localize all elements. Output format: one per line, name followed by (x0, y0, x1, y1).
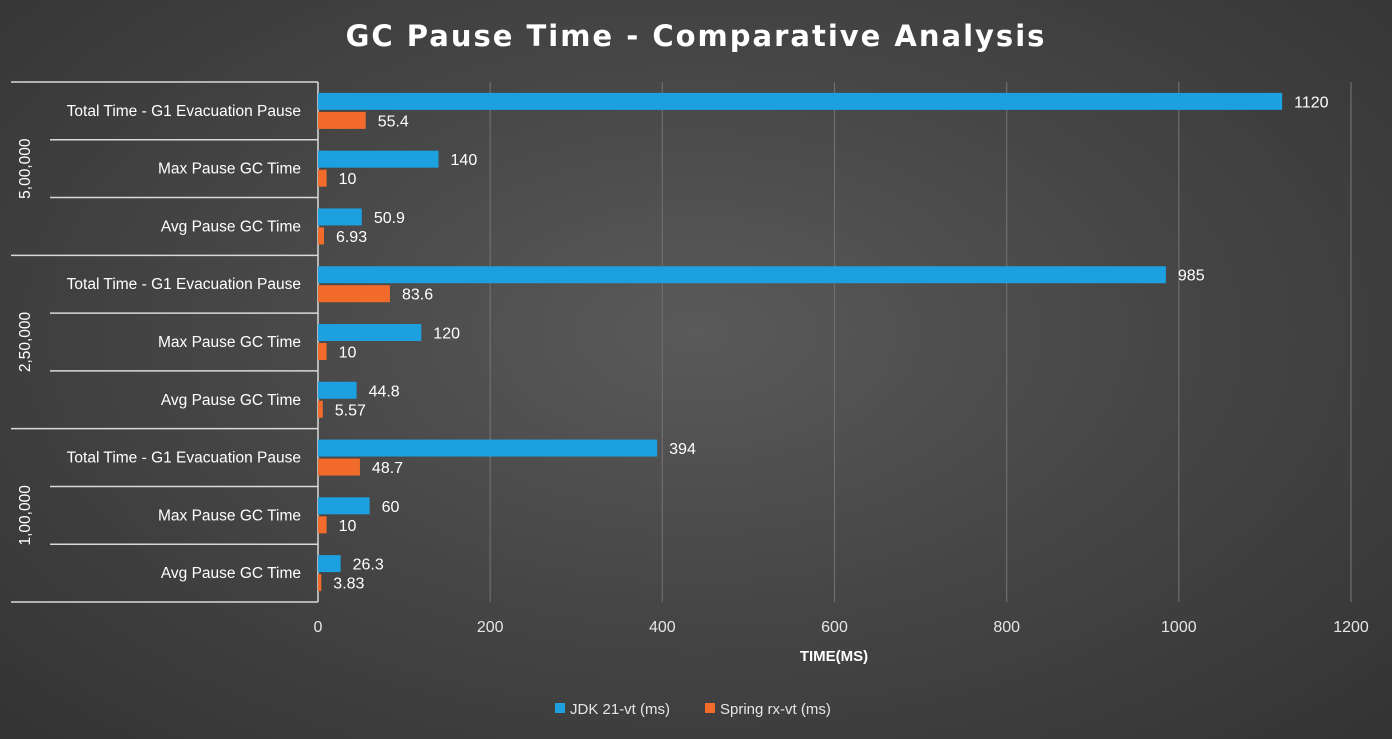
data-label: 985 (1178, 268, 1205, 285)
bar (318, 381, 357, 399)
data-label: 1120 (1294, 94, 1329, 111)
x-tick-label: 800 (993, 619, 1020, 636)
data-label: 10 (339, 171, 357, 188)
x-tick-label: 0 (314, 619, 323, 636)
data-label: 60 (382, 499, 400, 516)
data-label: 10 (339, 518, 357, 535)
legend-label: JDK 21-vt (ms) (570, 701, 670, 718)
data-label: 83.6 (402, 287, 433, 304)
category-label: Max Pause GC Time (158, 507, 301, 524)
data-label: 120 (433, 326, 460, 343)
category-axis: 5,00,000 Total Time - G1 Evacuation Pause… (11, 81, 319, 603)
category-label: Max Pause GC Time (158, 161, 301, 178)
x-tick-label: 1200 (1333, 619, 1369, 636)
data-label: 394 (669, 441, 696, 458)
legend: JDK 21-vt (ms) Spring rx-vt (ms) (555, 701, 831, 718)
x-axis-ticks: 0 200 400 600 800 1000 1200 (314, 619, 1369, 636)
value-labels: 1120 55.4 140 10 50.9 6.93 985 83.6 120 10 44.85.5… (333, 94, 1328, 592)
bar (318, 343, 327, 360)
group-label: 2,50,000 (17, 311, 34, 372)
data-label: 10 (339, 345, 357, 362)
data-label: 6.93 (336, 229, 367, 246)
data-label: 26.3 (353, 557, 384, 574)
bar (318, 285, 390, 303)
bar (318, 574, 322, 592)
category-label: Avg Pause GC Time (161, 565, 301, 582)
data-label: 3.83 (333, 576, 364, 593)
category-label: Max Pause GC Time (158, 334, 301, 351)
bar (318, 92, 1283, 110)
legend-swatch (705, 703, 715, 713)
chart-title: GC Pause Time - Comparative Analysis (346, 19, 1047, 53)
x-tick-label: 200 (477, 619, 504, 636)
x-axis-title: TIME(MS) (800, 648, 868, 665)
bar (318, 324, 422, 341)
bar (318, 516, 327, 534)
category-label: Avg Pause GC Time (161, 392, 301, 409)
bar (318, 169, 327, 187)
bar (318, 400, 323, 418)
bar (318, 439, 658, 457)
bar (318, 111, 366, 129)
bar (318, 458, 360, 476)
data-label: 48.7 (372, 460, 403, 477)
category-label: Total Time - G1 Evacuation Pause (67, 450, 301, 467)
x-tick-label: 1000 (1161, 619, 1197, 636)
data-label: 140 (451, 152, 478, 169)
bar (318, 497, 370, 515)
x-tick-label: 600 (821, 619, 848, 636)
legend-label: Spring rx-vt (ms) (720, 701, 831, 718)
x-tick-label: 400 (649, 619, 676, 636)
bar (318, 208, 362, 226)
group-label: 1,00,000 (17, 485, 34, 546)
bar (318, 150, 439, 168)
bar (318, 555, 341, 573)
category-label: Avg Pause GC Time (161, 218, 301, 235)
data-label: 55.4 (378, 113, 409, 130)
category-label: Total Time - G1 Evacuation Pause (67, 103, 301, 120)
bar (318, 266, 1166, 284)
data-label: 50.9 (374, 210, 405, 227)
legend-swatch (555, 703, 565, 713)
gridlines (489, 82, 1352, 602)
bars (318, 92, 1283, 592)
category-label: Total Time - G1 Evacuation Pause (67, 276, 301, 293)
group-label: 5,00,000 (17, 138, 34, 199)
data-label: 44.8 (369, 383, 400, 400)
bar (318, 227, 324, 245)
data-label: 5.57 (335, 402, 366, 419)
